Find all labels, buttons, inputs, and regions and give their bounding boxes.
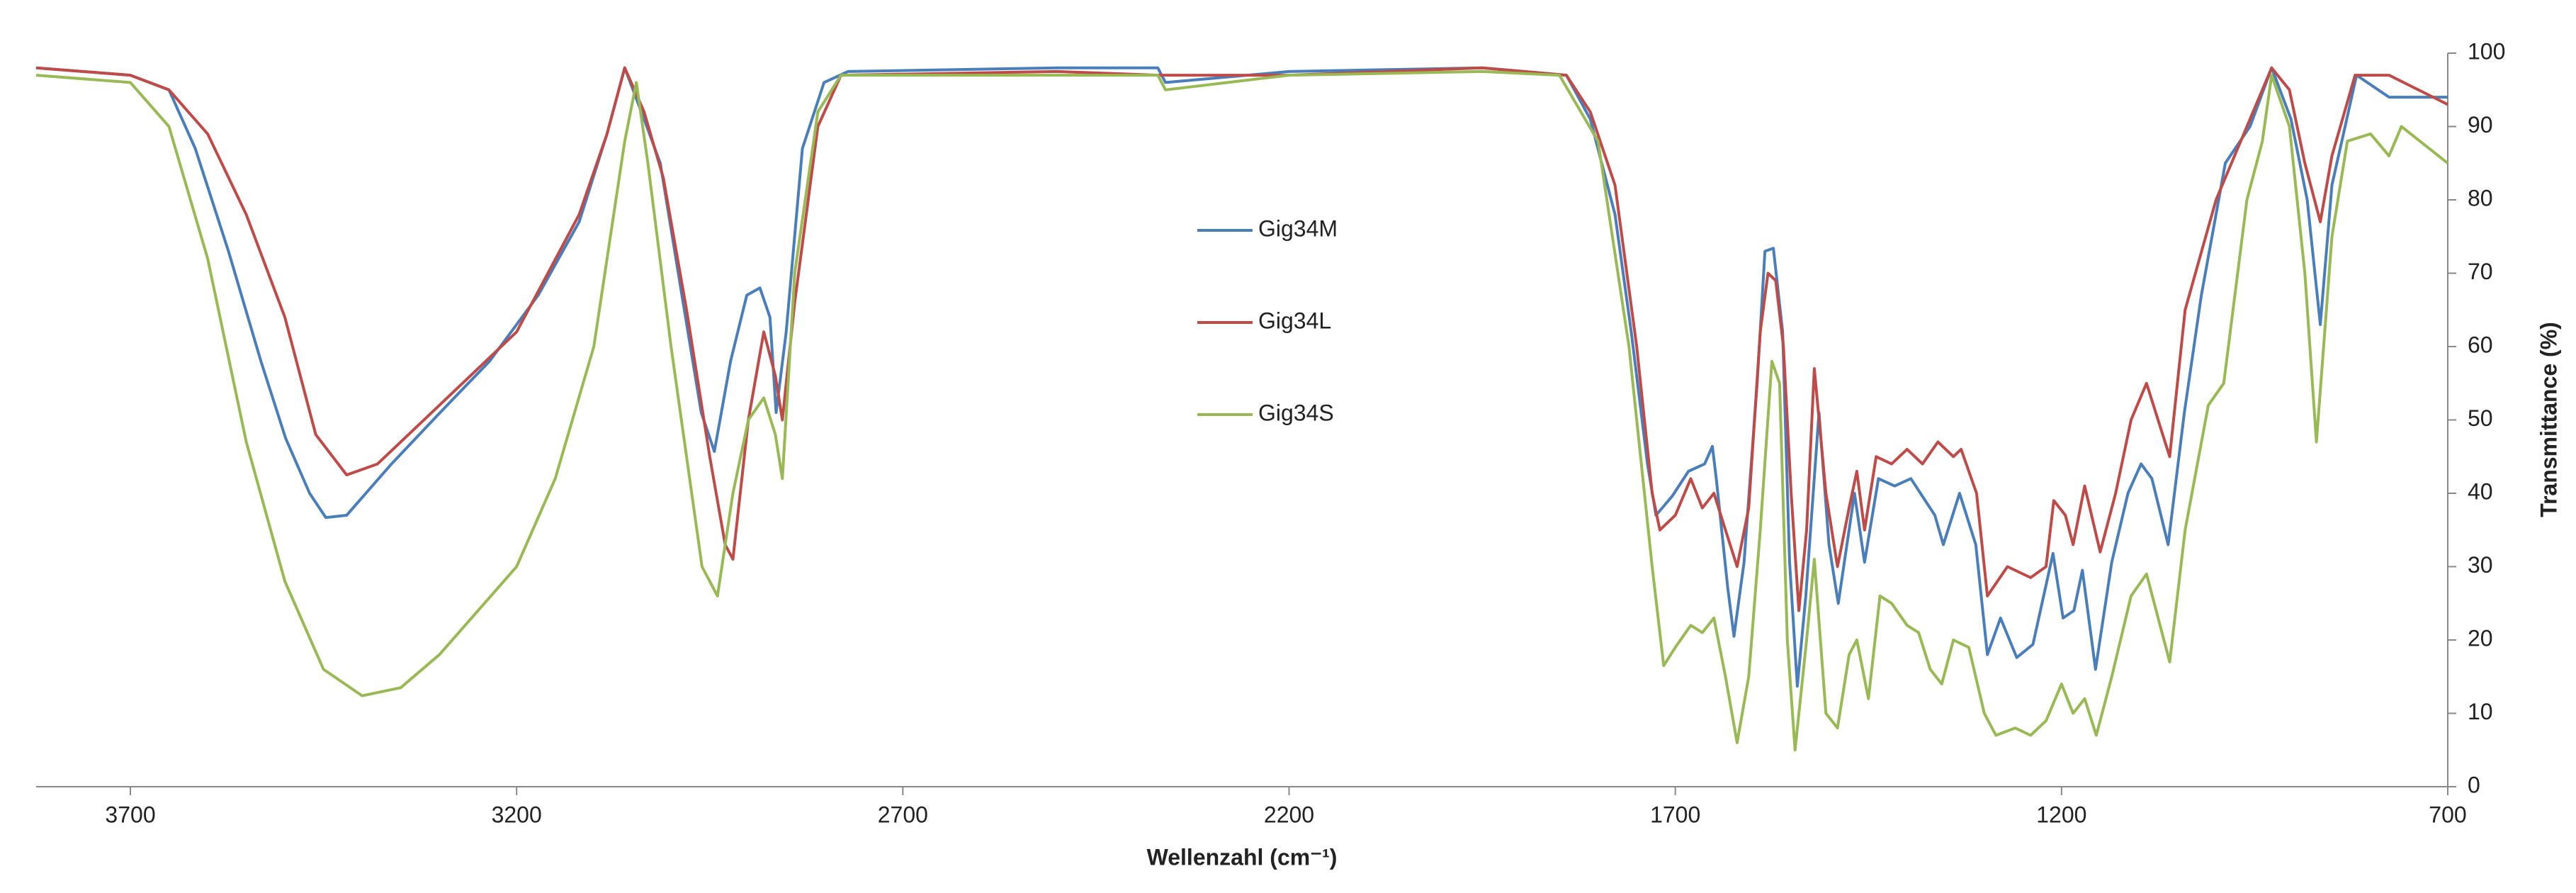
x-tick-label: 2200: [1264, 802, 1314, 827]
y-tick-label: 20: [2468, 625, 2493, 651]
legend-label: Gig34M: [1258, 215, 1338, 241]
y-axis-title: Transmittance (%): [2536, 322, 2561, 517]
x-tick-label: 1700: [1650, 802, 1700, 827]
y-tick-label: 70: [2468, 259, 2493, 284]
y-tick-label: 0: [2468, 772, 2480, 797]
x-tick-label: 700: [2429, 802, 2466, 827]
y-tick-label: 90: [2468, 112, 2493, 137]
x-tick-label: 3200: [492, 802, 542, 827]
x-tick-label: 2700: [878, 802, 928, 827]
y-tick-label: 100: [2468, 38, 2505, 64]
x-tick-label: 1200: [2036, 802, 2086, 827]
series-line: [35, 66, 2448, 612]
y-tick-label: 30: [2468, 552, 2493, 578]
y-tick-label: 40: [2468, 478, 2493, 504]
y-tick-label: 10: [2468, 699, 2493, 724]
series-line: [35, 69, 2449, 752]
y-tick-label: 60: [2468, 332, 2493, 357]
legend-label: Gig34L: [1258, 308, 1331, 333]
y-tick-label: 80: [2468, 185, 2493, 210]
y-tick-label: 50: [2468, 405, 2493, 431]
series-line: [35, 66, 2448, 688]
legend-label: Gig34S: [1258, 400, 1334, 425]
x-tick-label: 3700: [105, 802, 155, 827]
x-axis-title: Wellenzahl (cm⁻¹): [1147, 844, 1338, 870]
